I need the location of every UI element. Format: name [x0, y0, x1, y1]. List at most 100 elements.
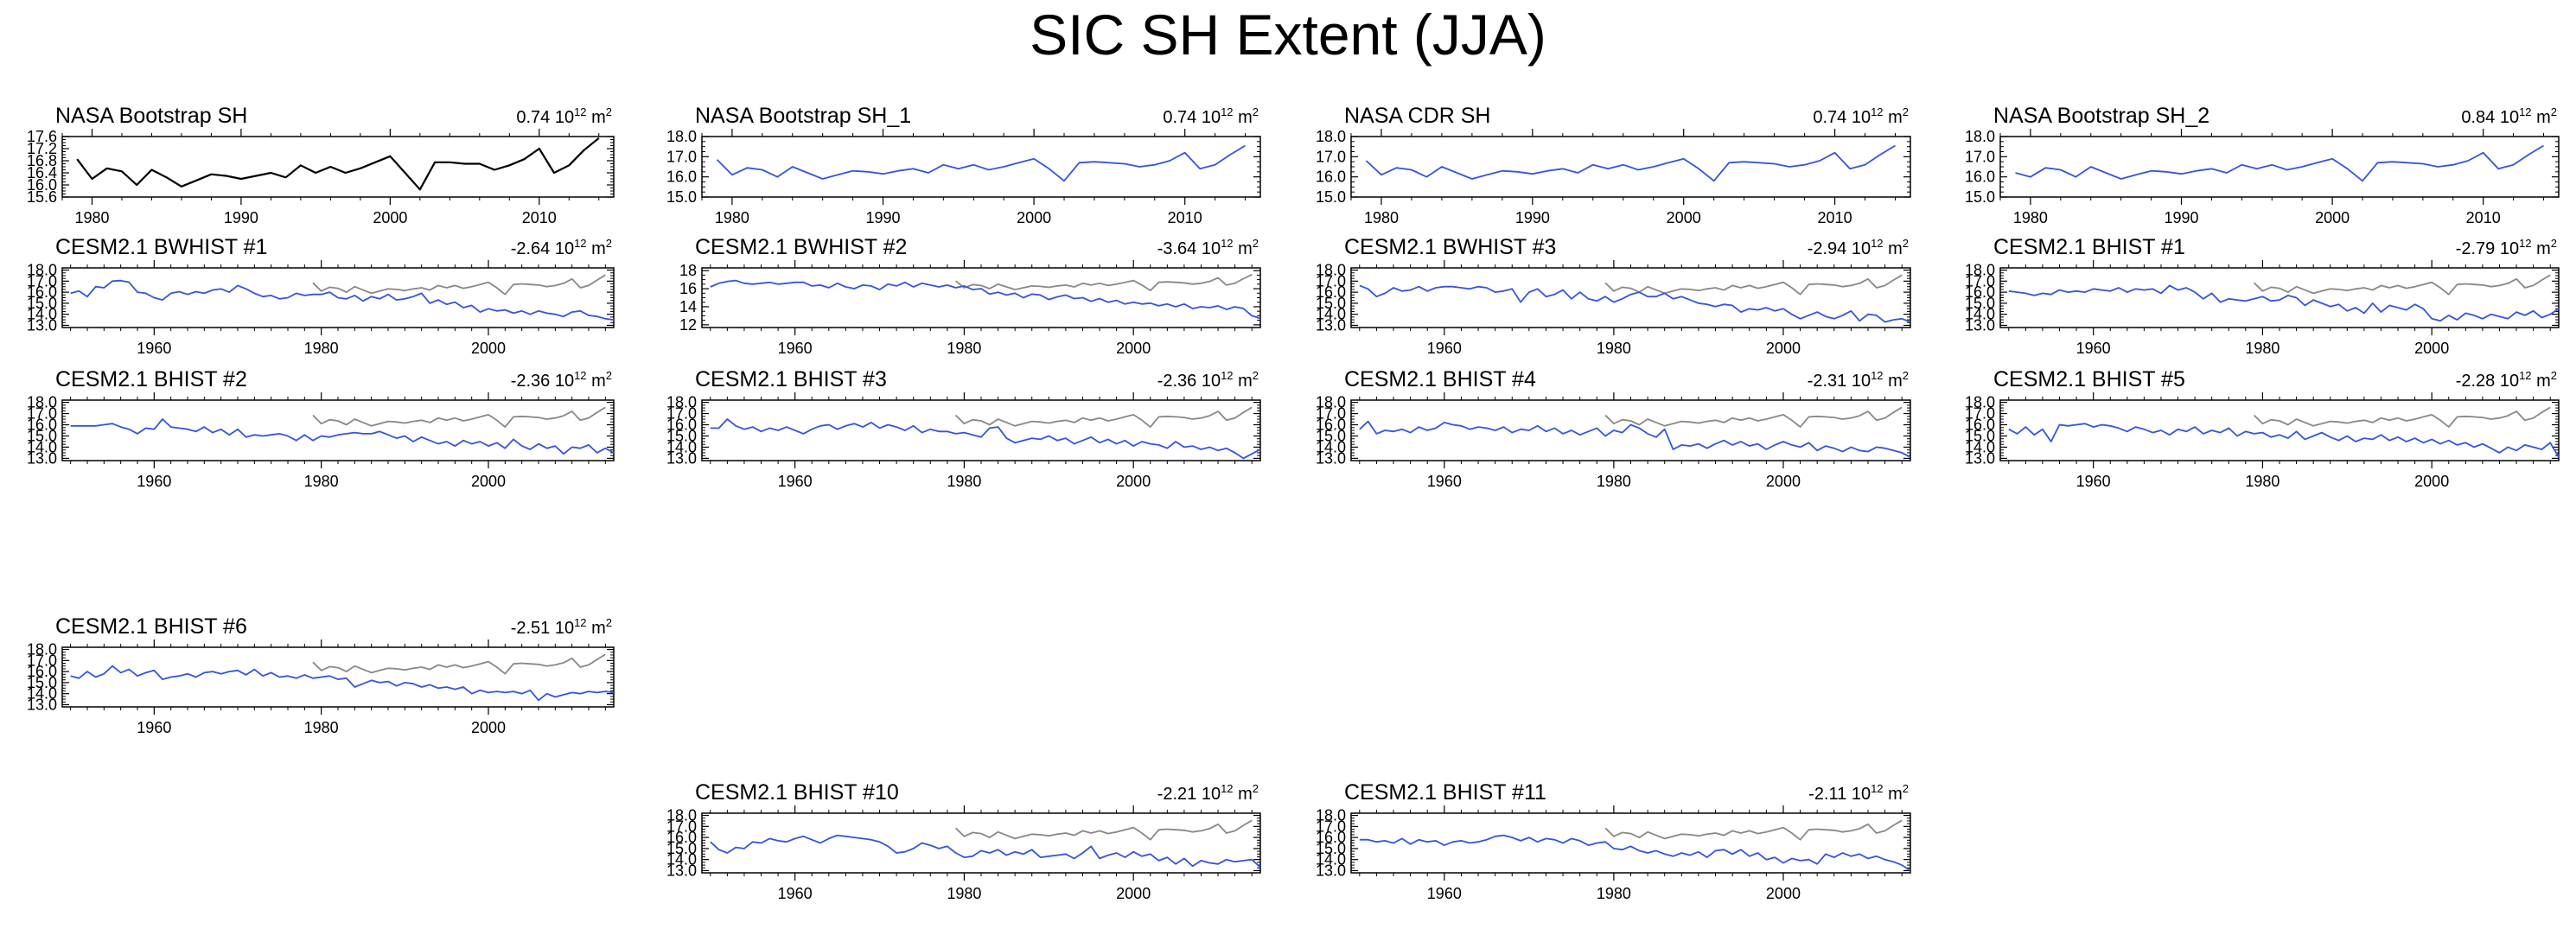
y-tick-label: 16.0	[27, 176, 57, 194]
y-tick-label: 17.0	[27, 652, 57, 669]
y-tick-label: 14.0	[27, 438, 57, 455]
x-tick-label: 1960	[778, 885, 813, 902]
x-tick-label: 1980	[304, 719, 339, 736]
panel: CESM2.1 BHIST #3 -2.36 1012 m2 13.014.015.…	[666, 367, 1261, 490]
y-tick-label: 17.0	[1965, 405, 1995, 423]
x-tick-label: 2000	[1116, 340, 1151, 357]
y-tick-label: 17.6	[27, 128, 57, 145]
panel-stat: 0.74 1012 m2	[1163, 105, 1259, 127]
panel-stat: -2.21 1012 m2	[1157, 782, 1259, 804]
panel-stat: -2.94 1012 m2	[1808, 237, 1909, 258]
model-series-line	[1365, 144, 1896, 182]
x-tick-label: 1980	[2245, 340, 2280, 357]
x-tick-label: 1980	[304, 473, 339, 490]
model-series-line	[716, 144, 1246, 182]
panel-title: CESM2.1 BHIST #6	[55, 614, 247, 639]
plot-frame	[61, 136, 615, 198]
y-tick-label: 15.0	[1965, 295, 1995, 312]
x-tick-label: 2000	[1766, 340, 1801, 357]
x-tick-label: 1980	[1597, 473, 1631, 490]
y-tick-label: 15.0	[1316, 188, 1346, 206]
x-tick-label: 2000	[2414, 340, 2449, 357]
y-tick-label: 13.0	[1316, 316, 1346, 334]
y-tick-label: 13.0	[1316, 449, 1346, 467]
x-tick-label: 2000	[1667, 209, 1701, 226]
observed-series-line	[76, 137, 600, 191]
model-series-line	[2008, 284, 2560, 322]
y-tick-label: 16.0	[27, 283, 57, 301]
y-tick-label: 18.0	[27, 262, 57, 279]
y-tick-label: 13.0	[666, 862, 697, 879]
plot-frame	[701, 399, 1261, 461]
observed-series-line	[954, 406, 1253, 429]
observed-series-line	[1604, 406, 1903, 429]
x-tick-label: 2000	[1766, 473, 1801, 490]
observed-series-line	[1604, 274, 1903, 296]
x-tick-label: 1980	[947, 885, 981, 902]
x-tick-label: 1960	[1427, 473, 1462, 490]
x-tick-label: 2000	[1766, 885, 1801, 902]
x-tick-label: 2000	[1116, 885, 1151, 902]
x-tick-label: 2000	[2315, 209, 2350, 226]
y-tick-label: 17.2	[27, 140, 57, 157]
y-tick-label: 14.0	[1316, 851, 1346, 868]
y-tick-label: 18.0	[1316, 262, 1346, 279]
x-tick-label: 1980	[1364, 209, 1399, 226]
x-tick-label: 1980	[2245, 473, 2280, 490]
x-tick-label: 2010	[522, 209, 557, 226]
model-series-line	[1359, 284, 1911, 323]
panel-stat: -2.36 1012 m2	[511, 369, 612, 391]
panel-title: CESM2.1 BHIST #2	[55, 367, 247, 391]
y-tick-label: 16.0	[666, 829, 697, 846]
model-series-line	[70, 279, 615, 321]
y-tick-label: 13.0	[27, 696, 57, 713]
panel-title: CESM2.1 BWHIST #1	[55, 235, 267, 259]
y-tick-label: 18.0	[1316, 807, 1346, 824]
y-tick-label: 15.6	[27, 188, 57, 206]
panel-stat: -2.28 1012 m2	[2456, 369, 2557, 391]
y-tick-label: 14	[679, 298, 697, 315]
observed-series-line	[312, 406, 606, 429]
y-tick-label: 18.0	[1965, 128, 1995, 145]
panel: CESM2.1 BWHIST #3 -2.94 1012 m2 13.014.015…	[1316, 235, 1911, 357]
observed-series-line	[312, 274, 606, 296]
observed-series-line	[2253, 406, 2551, 429]
panel-stat: -2.51 1012 m2	[511, 616, 612, 638]
y-tick-label: 13.0	[1316, 862, 1346, 879]
y-tick-label: 16.0	[666, 417, 697, 434]
y-tick-label: 18.0	[666, 807, 697, 824]
y-tick-label: 16.0	[666, 169, 697, 186]
panel: NASA CDR SH 0.74 1012 m2 15.0 16.0 17.0 18.0 1…	[1316, 104, 1911, 226]
y-tick-label: 17.0	[666, 405, 697, 423]
y-tick-label: 16.0	[1316, 283, 1346, 301]
y-tick-label: 18.0	[1965, 262, 1995, 279]
x-tick-label: 2010	[2466, 209, 2501, 226]
panel-title: NASA Bootstrap SH_2	[1993, 104, 2209, 128]
panel-stat: -2.36 1012 m2	[1157, 369, 1259, 391]
y-tick-label: 17.0	[1965, 272, 1995, 289]
y-tick-label: 14.0	[1316, 438, 1346, 455]
y-tick-label: 15.0	[1965, 188, 1995, 206]
panel-title: CESM2.1 BHIST #10	[695, 780, 899, 805]
y-tick-label: 17.0	[1316, 272, 1346, 289]
observed-series-line	[2253, 274, 2551, 296]
observed-series-line	[955, 273, 1253, 292]
x-tick-label: 1960	[137, 719, 171, 736]
model-series-line	[710, 834, 1261, 868]
x-tick-label: 1980	[947, 473, 981, 490]
panel: CESM2.1 BHIST #6 -2.51 1012 m2 13.014.015.…	[27, 614, 615, 736]
model-series-line	[1359, 420, 1911, 458]
y-tick-label: 13.0	[27, 316, 57, 334]
y-tick-label: 16.0	[1316, 417, 1346, 434]
y-tick-label: 13.0	[1965, 449, 1995, 467]
y-tick-label: 16.0	[1965, 417, 1995, 434]
y-tick-label: 17.0	[666, 148, 697, 165]
y-tick-label: 15.0	[1316, 840, 1346, 857]
x-tick-label: 1960	[1427, 885, 1462, 902]
panel: CESM2.1 BWHIST #1 -2.64 1012 m2 13.014.015…	[27, 235, 615, 357]
y-tick-label: 17.0	[1316, 405, 1346, 423]
y-tick-label: 16.0	[27, 663, 57, 680]
x-tick-label: 2010	[1168, 209, 1202, 226]
x-tick-label: 2000	[1017, 209, 1051, 226]
